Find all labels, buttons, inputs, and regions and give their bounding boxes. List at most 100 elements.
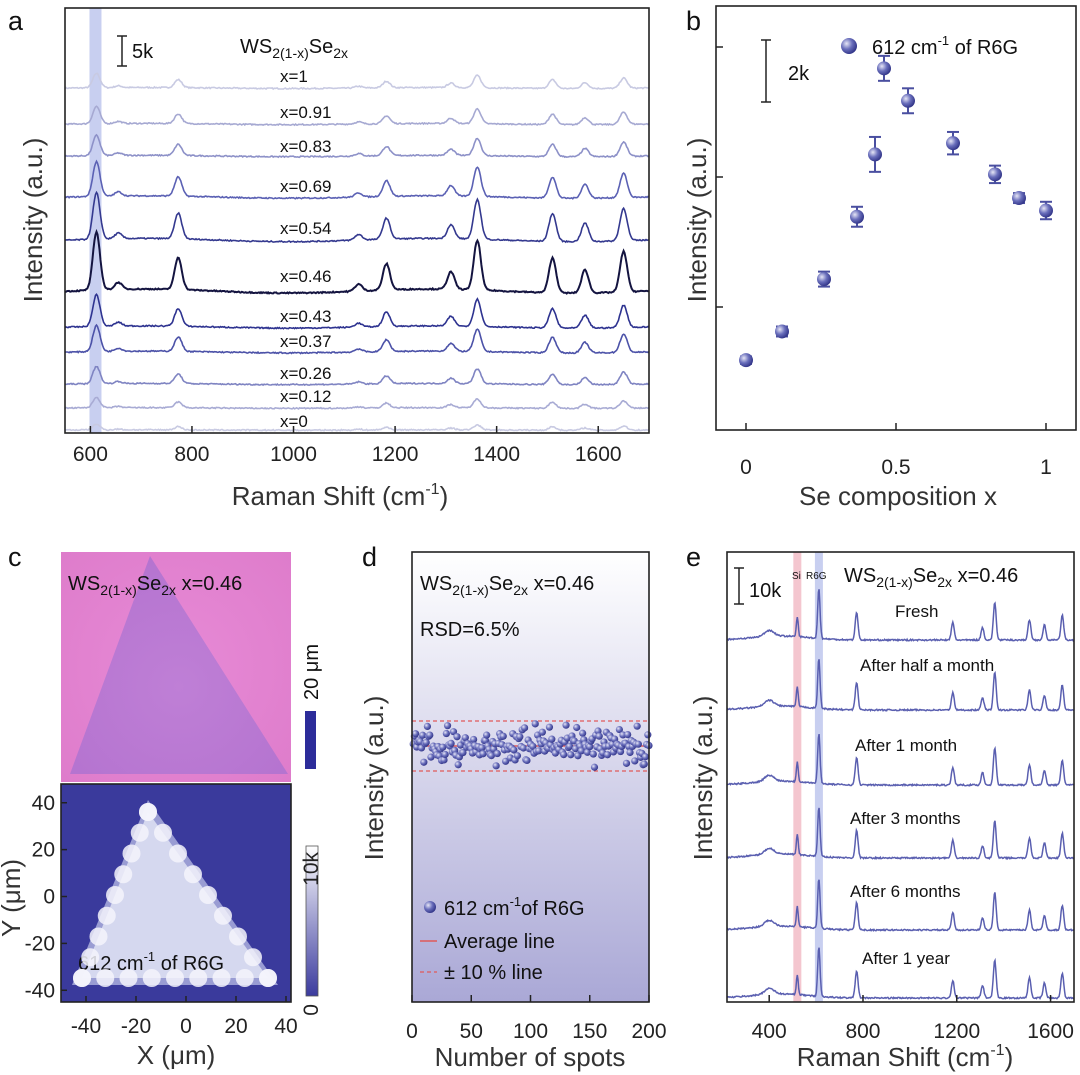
panel-d: 0 50 100 150 200 WS2(1-x)Se2x x=0.46 RSD=6.5…: [359, 551, 667, 1072]
hotspot: [119, 969, 138, 987]
data-point: [483, 731, 491, 739]
data-point: [545, 723, 554, 731]
series-label: x=1: [280, 67, 308, 86]
series-label: x=0.91: [280, 103, 332, 122]
series-labels: Fresh After half a month After 1 month Afte…: [850, 602, 994, 968]
y-axis-title: Intensity (a.u.): [359, 696, 389, 861]
data-point: [499, 732, 507, 740]
data-point: [548, 735, 556, 743]
y-tick-label: 40: [32, 792, 55, 815]
hotspot: [166, 969, 184, 987]
raman-traces: [64, 72, 650, 432]
x-axis-title: X (μm): [137, 1040, 216, 1070]
colorbar-min: 0: [300, 1004, 323, 1016]
series-label: x=0: [280, 412, 308, 431]
colorbar-max: 10k: [300, 852, 323, 886]
aging-trace: [727, 589, 1075, 643]
data-point: [459, 748, 467, 757]
raman-trace: [64, 293, 650, 330]
data-point: [877, 61, 891, 76]
x-tick-label: 400: [752, 1020, 787, 1043]
legend-label-points: 612 cm-1of R6G: [444, 894, 585, 920]
x-tick-label: 1600: [575, 443, 622, 466]
panel-b: 0 0.5 1 2k 612 cm-1 of R6G Intensity (a.u.…: [682, 5, 1077, 511]
x-tick-label: -20: [121, 1015, 151, 1038]
x-tick-label: 1400: [473, 443, 520, 466]
map-axis-ticks: -40 -20 0 20 40 40 20 0 -20 -40: [25, 792, 298, 1038]
flake-triangle: [70, 556, 288, 774]
micron-scale-label: 20 μm: [301, 644, 323, 700]
x-tick-label: 1000: [270, 443, 317, 466]
data-point: [817, 272, 831, 287]
sample-label: WS2(1-x)Se2x x=0.46: [420, 573, 594, 598]
panel-letter-d: d: [362, 542, 377, 572]
x-axis-title: Raman Shift (cm-1): [232, 481, 449, 511]
y-axis-title: Intensity (a.u.): [18, 138, 48, 303]
data-point: [1012, 191, 1026, 206]
data-point: [411, 730, 420, 738]
scale-bar-label: 5k: [132, 41, 154, 63]
data-point: [562, 721, 570, 729]
hotspot: [97, 906, 116, 925]
data-point: [615, 725, 623, 734]
x-axis-title: Raman Shift (cm-1): [797, 1042, 1014, 1072]
series-label: x=0.54: [280, 219, 332, 238]
data-point: [775, 324, 789, 339]
hotspot: [73, 969, 91, 987]
data-point: [586, 743, 594, 751]
series-label: After half a month: [860, 656, 994, 675]
data-point: [453, 733, 461, 741]
x-tick-label: 600: [73, 443, 108, 466]
data-point: [419, 731, 427, 739]
legend-label-average: Average line: [444, 931, 555, 953]
data-point: [513, 752, 522, 760]
aging-trace: [726, 807, 1075, 861]
data-point: [420, 758, 428, 766]
data-point: [454, 761, 462, 769]
panel-letter-b: b: [686, 6, 701, 36]
x-tick-label: 1: [1040, 456, 1052, 479]
data-point: [443, 722, 452, 730]
data-point: [529, 742, 537, 750]
series-label: x=0.12: [280, 387, 332, 406]
data-point: [739, 353, 753, 368]
data-point: [946, 136, 960, 151]
plot-frame: [715, 5, 1077, 431]
hotspot: [259, 969, 277, 987]
x-axis-ticks: 400 800 1200 1600: [752, 995, 1074, 1043]
optical-label: WS2(1-x)Se2x x=0.46: [68, 573, 242, 598]
data-point: [634, 740, 642, 748]
data-point: [447, 739, 455, 747]
hotspot: [154, 823, 172, 842]
data-point: [442, 729, 450, 738]
data-point: [624, 730, 632, 739]
data-point: [535, 747, 543, 755]
hotspot: [106, 886, 124, 904]
series-label: x=0.69: [280, 177, 332, 196]
data-point: [449, 728, 458, 736]
plot-frame: [726, 551, 1075, 1003]
composition-label: WS2(1-x)Se2x: [240, 36, 348, 61]
data-point: [510, 746, 518, 754]
series-label: x=0.83: [280, 137, 332, 156]
hotspot: [139, 803, 157, 821]
series-label: After 3 months: [850, 809, 961, 828]
rsd-label: RSD=6.5%: [420, 619, 520, 641]
hotspot: [130, 823, 149, 842]
data-point: [560, 750, 568, 759]
x-tick-label: 40: [274, 1015, 297, 1038]
aging-traces: [726, 589, 1075, 1000]
si-band: [793, 552, 802, 1002]
data-point: [493, 749, 501, 758]
data-point: [603, 751, 612, 759]
map-frame: [60, 783, 292, 1003]
y-axis-title: Y (μm): [0, 859, 26, 937]
panel-e: 400 800 1200 1600 10k Si R6G WS2(1-x)Se2x x…: [688, 551, 1075, 1072]
panel-letter-a: a: [8, 6, 24, 36]
hotspot: [89, 927, 108, 946]
data-point: [461, 734, 469, 742]
data-point: [640, 760, 648, 768]
y-axis-title: Intensity (a.u.): [688, 696, 718, 861]
data-point: [492, 762, 500, 770]
raman-trace: [64, 396, 650, 410]
